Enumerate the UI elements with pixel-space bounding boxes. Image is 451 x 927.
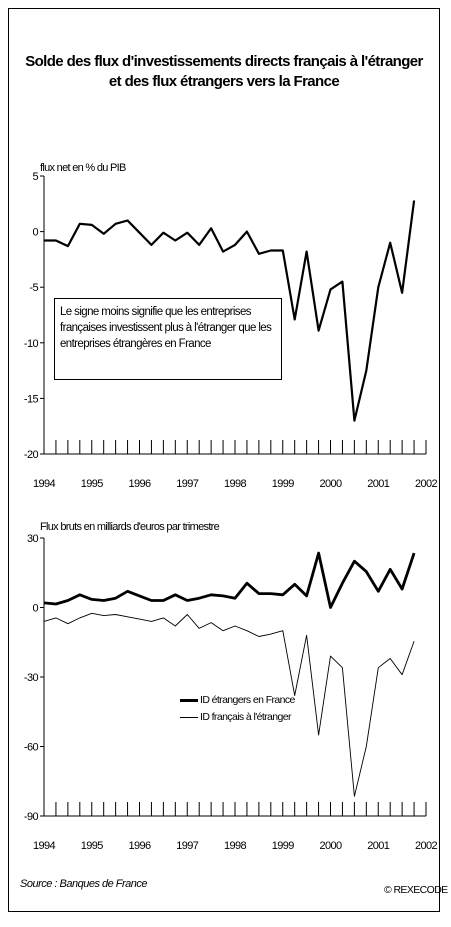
chart1-x-tick-label: 1997 xyxy=(176,478,199,490)
legend-swatch-thick xyxy=(180,699,198,702)
chart1-y-tick-label: 5 xyxy=(32,171,38,183)
chart-frame xyxy=(8,8,440,912)
chart2-x-tick-label: 1997 xyxy=(176,840,199,852)
chart2-ylabel: Flux bruts en milliards d'euros par trim… xyxy=(40,521,220,533)
chart2-y-tick-label: -90 xyxy=(24,811,39,823)
source-note: Source : Banques de France xyxy=(20,878,148,890)
chart1-series-line-1 xyxy=(44,200,416,422)
copyright: © REXECODE xyxy=(384,884,448,896)
chart2-x-tick-label: 1996 xyxy=(128,840,151,852)
chart2-series-line-1 xyxy=(43,551,416,609)
legend-label: ID français à l'étranger xyxy=(200,711,292,723)
chart2-x-tick-label: 2002 xyxy=(415,840,438,852)
chart1-x-tick-label: 2001 xyxy=(367,478,390,490)
chart2-y-tick-label: -30 xyxy=(24,672,39,684)
chart1-y-tick-label: -5 xyxy=(29,282,38,294)
chart2-y-tick-label: -60 xyxy=(24,742,39,754)
chart1-y-tick-label: -10 xyxy=(24,338,39,350)
chart2-x-tick-label: 1994 xyxy=(33,840,56,852)
chart1-y-tick-label: -15 xyxy=(24,393,39,405)
chart1-x-tick-label: 1995 xyxy=(81,478,104,490)
chart2-series-line-2 xyxy=(43,612,415,797)
legend-label: ID étrangers en France xyxy=(200,694,295,706)
chart1-x-tick-label: 2000 xyxy=(319,478,342,490)
chart2-y-tick-label: 30 xyxy=(27,533,39,545)
chart1-y-tick-label: -20 xyxy=(24,449,39,461)
chart1-x-tick-label: 1996 xyxy=(128,478,151,490)
chart2-x-tick-label: 1999 xyxy=(272,840,295,852)
chart2-x-tick-label: 1995 xyxy=(81,840,104,852)
chart-title-line1: Solde des flux d'investissements directs… xyxy=(25,53,423,70)
chart1-ylabel: flux net en % du PIB xyxy=(40,162,126,174)
chart2-x-tick-label: 2000 xyxy=(319,840,342,852)
chart-title: Solde des flux d'investissements directs… xyxy=(8,52,440,92)
chart2-x-tick-label: 2001 xyxy=(367,840,390,852)
chart2-y-tick-label: 0 xyxy=(32,603,38,615)
chart-title-line2: et des flux étrangers vers la France xyxy=(108,73,340,90)
chart1-y-tick-label: 0 xyxy=(32,227,38,239)
chart1-x-tick-label: 2002 xyxy=(415,478,438,490)
chart1-x-tick-label: 1998 xyxy=(224,478,247,490)
chart1-x-tick-label: 1999 xyxy=(272,478,295,490)
annotation-box: Le signe moins signifie que les entrepri… xyxy=(54,298,282,380)
chart1-x-tick-label: 1994 xyxy=(33,478,56,490)
chart2-x-tick-label: 1998 xyxy=(224,840,247,852)
legend-swatch-thin xyxy=(180,717,198,718)
